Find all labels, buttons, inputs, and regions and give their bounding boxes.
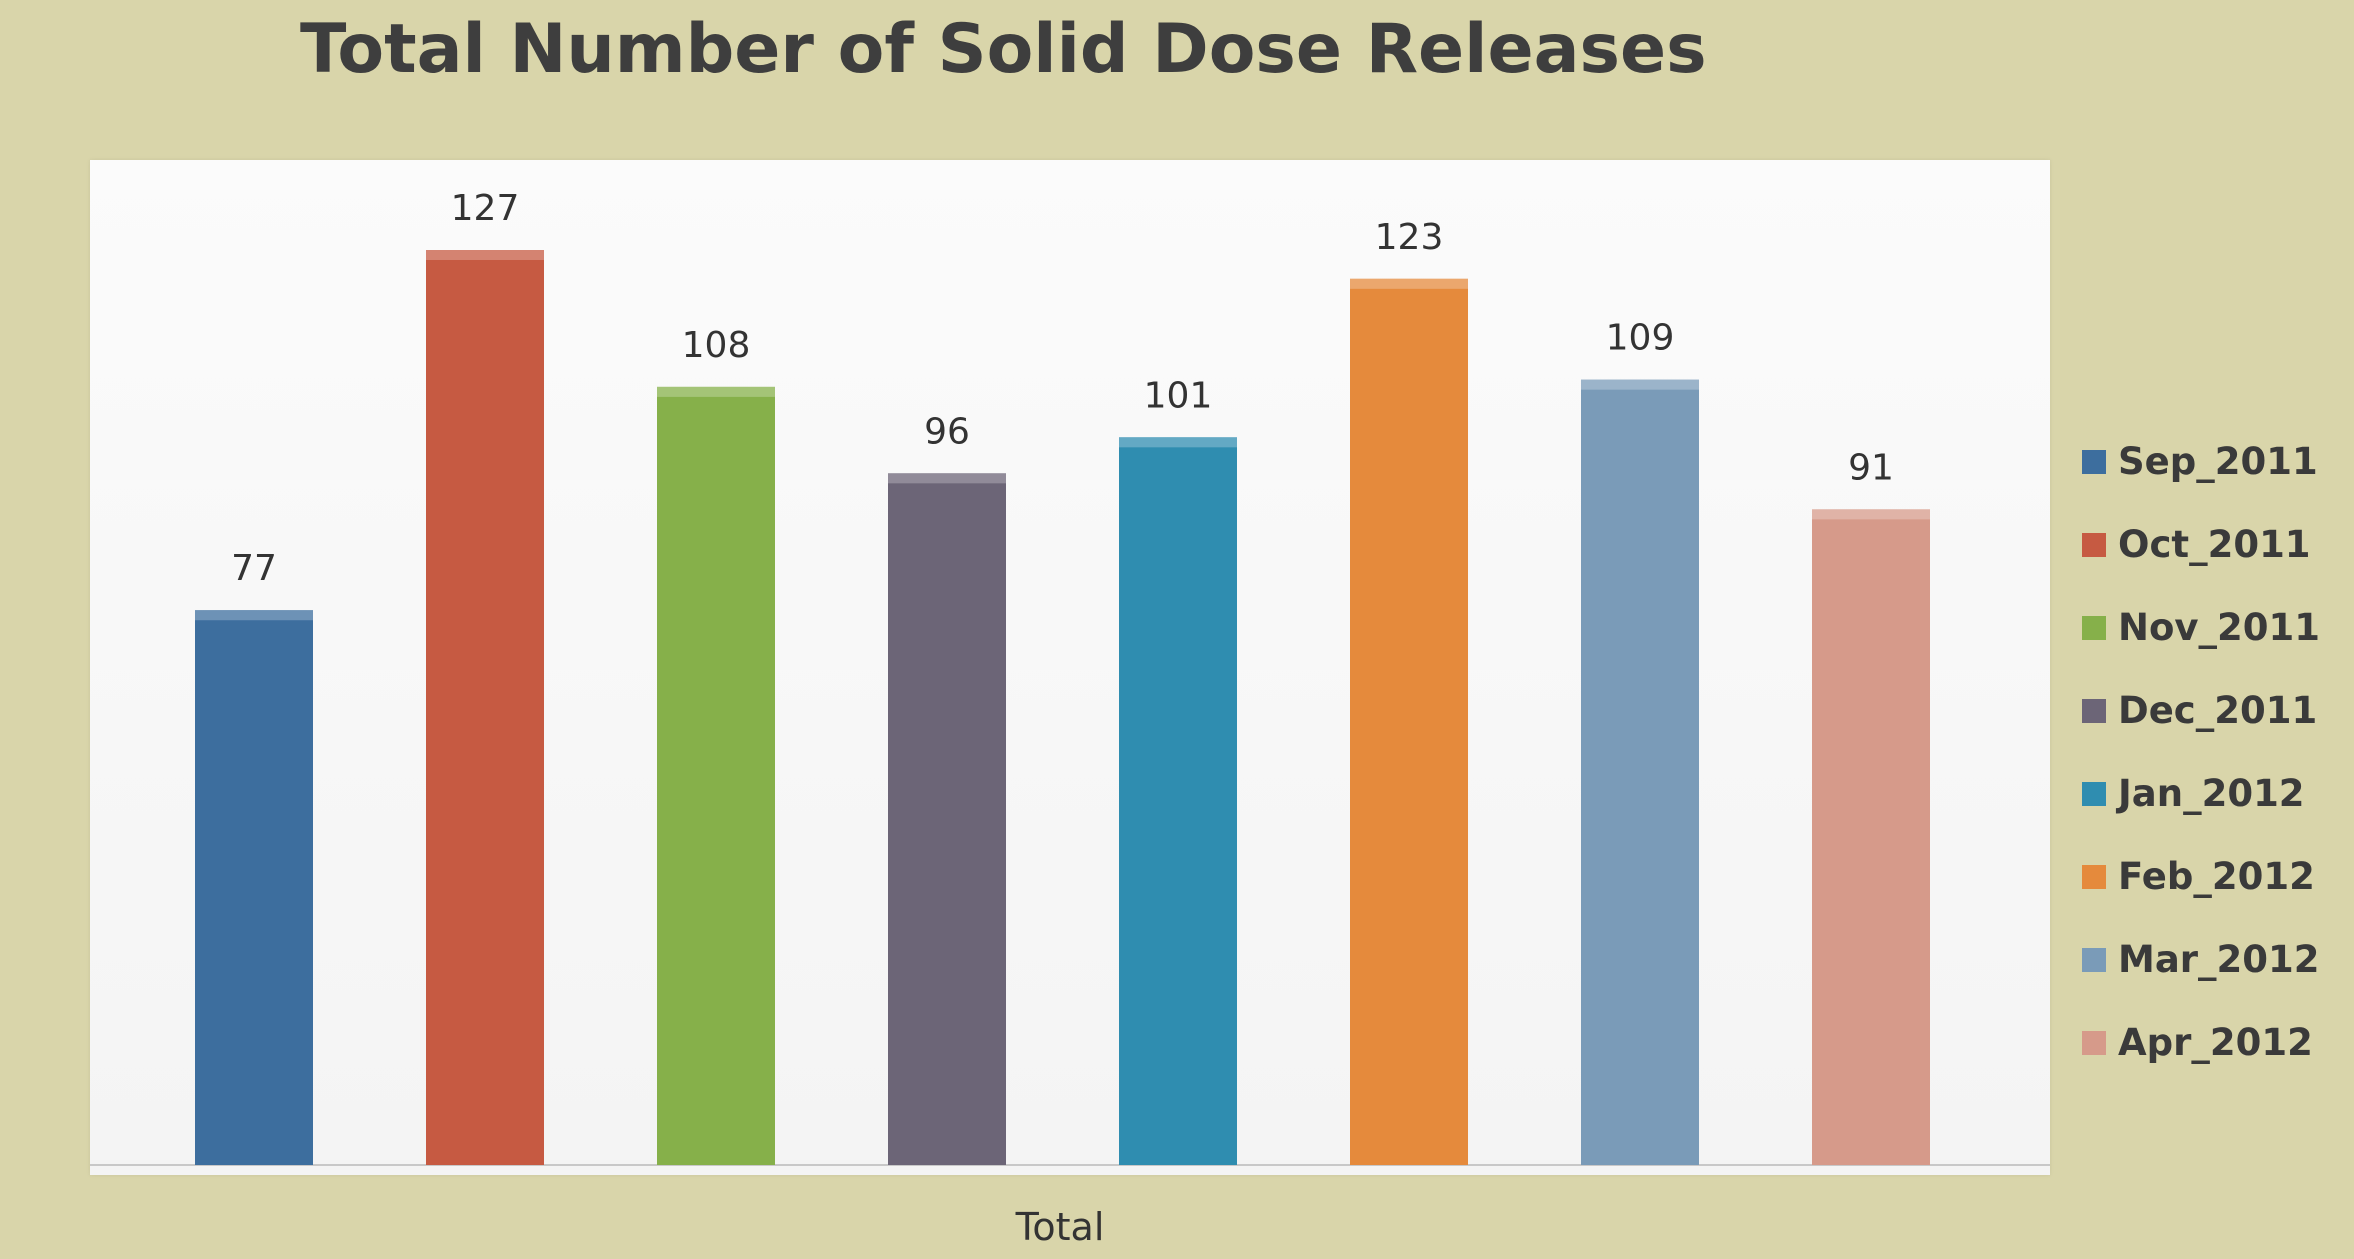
bar-shading: [657, 386, 775, 1165]
data-label: 77: [231, 548, 277, 589]
legend-item: Oct_2011: [2082, 503, 2352, 586]
legend-item: Sep_2011: [2082, 420, 2352, 503]
data-label: 101: [1144, 375, 1213, 416]
data-label: 109: [1606, 318, 1675, 359]
x-axis-label: Total: [1015, 1205, 1105, 1249]
legend-swatch: [2082, 781, 2106, 806]
legend-item: Feb_2012: [2082, 835, 2352, 918]
legend-swatch: [2082, 532, 2106, 557]
legend-label: Dec_2011: [2118, 689, 2318, 732]
bar-top-bevel: [1350, 278, 1468, 289]
chart-title: Total Number of Solid Dose Releases: [300, 10, 1707, 89]
legend-swatch: [2082, 947, 2106, 972]
bar-shading: [1812, 509, 1930, 1165]
bar-top-bevel: [657, 386, 775, 397]
legend-label: Oct_2011: [2118, 523, 2311, 566]
legend-item: Nov_2011: [2082, 586, 2352, 669]
bar-shading: [1350, 278, 1468, 1165]
legend-item: Dec_2011: [2082, 669, 2352, 752]
legend-label: Mar_2012: [2118, 938, 2320, 981]
legend: Sep_2011 Oct_2011 Nov_2011 Dec_2011 Jan_2012…: [2082, 420, 2352, 1084]
legend-label: Nov_2011: [2118, 606, 2320, 649]
legend-swatch: [2082, 1030, 2106, 1055]
bar-top-bevel: [426, 250, 544, 260]
legend-item: Mar_2012: [2082, 918, 2352, 1001]
legend-swatch: [2082, 864, 2106, 889]
bar-shading: [888, 473, 1006, 1166]
legend-swatch: [2082, 615, 2106, 640]
bar-shading: [1581, 379, 1699, 1165]
data-label: 108: [682, 325, 751, 366]
data-label: 96: [924, 411, 970, 452]
bar-shading: [195, 610, 313, 1165]
plot-area: [90, 160, 2050, 1175]
bar-top-bevel: [195, 610, 313, 621]
legend-label: Jan_2012: [2118, 772, 2305, 815]
bar-top-bevel: [888, 473, 1006, 484]
legend-swatch: [2082, 698, 2106, 723]
data-label: 127: [451, 188, 520, 229]
legend-label: Feb_2012: [2118, 855, 2315, 898]
legend-label: Apr_2012: [2118, 1021, 2313, 1064]
bar-top-bevel: [1581, 379, 1699, 390]
bar-shading: [426, 250, 544, 1165]
data-label: 123: [1375, 217, 1444, 258]
data-label: 91: [1848, 447, 1894, 488]
legend-swatch: [2082, 449, 2106, 474]
legend-item: Jan_2012: [2082, 752, 2352, 835]
bar-top-bevel: [1812, 509, 1930, 520]
legend-item: Apr_2012: [2082, 1001, 2352, 1084]
bar-top-bevel: [1119, 437, 1237, 448]
bar-shading: [1119, 437, 1237, 1165]
legend-label: Sep_2011: [2118, 440, 2318, 483]
